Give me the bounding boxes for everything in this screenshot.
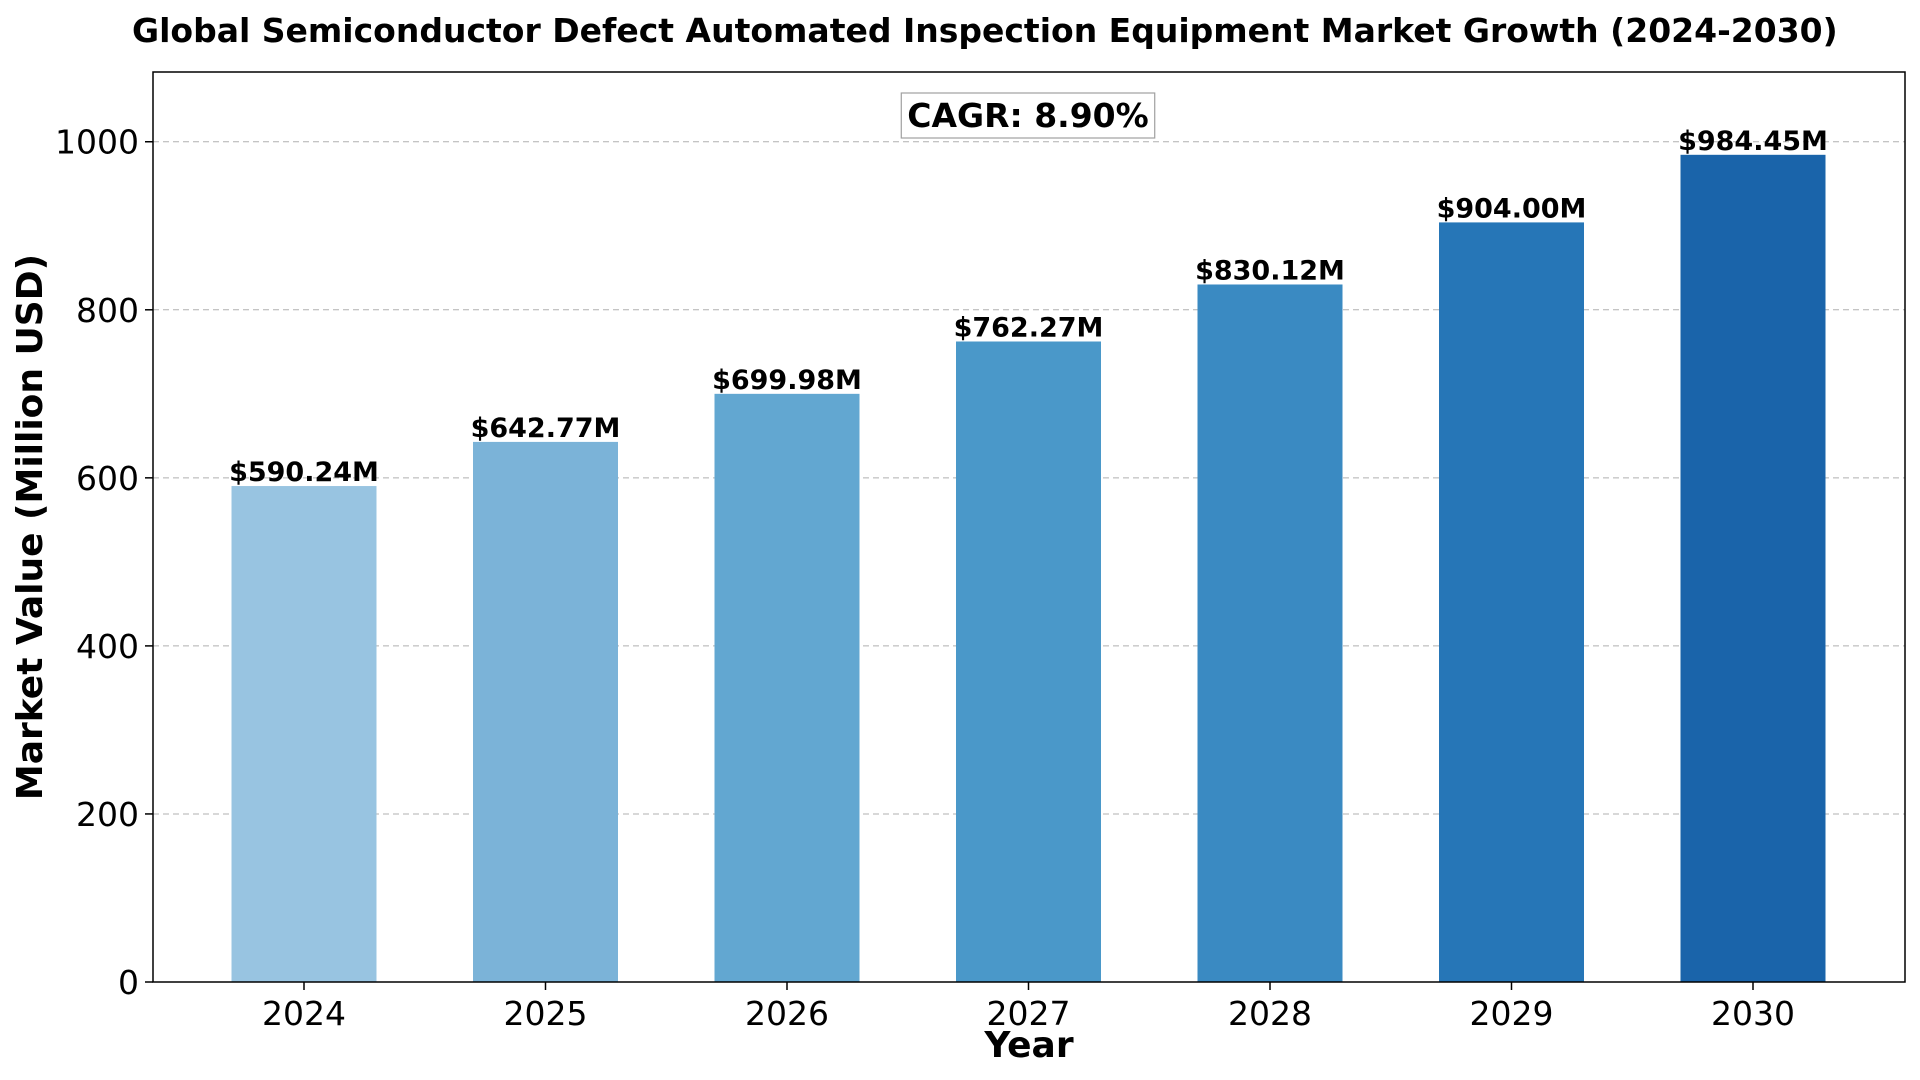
bar-2024: [231, 486, 377, 982]
x-tick-label-2027: 2027: [987, 994, 1071, 1033]
data-label-2027: $762.27M: [954, 312, 1104, 343]
x-axis-label: Year: [983, 1025, 1073, 1066]
data-label-2026: $699.98M: [712, 365, 862, 396]
data-label-layer: $590.24M $642.77M $699.98M $762.27M $830.12M…: [229, 126, 1828, 488]
y-tick-label: 600: [76, 459, 139, 498]
bar-2030: [1680, 154, 1826, 982]
x-tick-label-2029: 2029: [1470, 994, 1554, 1033]
cagr-annotation-box: [900, 92, 1156, 139]
x-tick-label-2025: 2025: [504, 994, 588, 1033]
y-tick-label: 400: [76, 627, 139, 666]
data-label-2025: $642.77M: [471, 413, 621, 444]
y-tick-label: 0: [118, 963, 139, 1002]
cagr-annotation: CAGR: 8.90%: [900, 92, 1156, 139]
bar-layer: [231, 154, 1826, 983]
data-label-2029: $904.00M: [1437, 193, 1587, 224]
x-tick-label-2030: 2030: [1711, 994, 1795, 1033]
bar-2026: [714, 393, 860, 982]
y-tick-label: 200: [76, 795, 139, 834]
y-axis-ticks: 0 200 400 600 800 1000: [55, 123, 153, 1002]
y-axis-label: Market Value (Million USD): [10, 254, 51, 800]
y-tick-label: 1000: [55, 123, 139, 162]
chart-title: Global Semiconductor Defect Automated In…: [132, 11, 1838, 50]
x-tick-label-2026: 2026: [745, 994, 829, 1033]
x-tick-label-2028: 2028: [1228, 994, 1312, 1033]
bar-2028: [1197, 284, 1343, 982]
bar-2029: [1439, 222, 1584, 983]
x-tick-label-2024: 2024: [262, 994, 346, 1033]
y-tick-label: 800: [76, 291, 139, 330]
x-axis-ticks: 2024 2025 2026 2027 2028 2029 2030: [262, 982, 1795, 1033]
data-label-2028: $830.12M: [1195, 255, 1345, 286]
bar-2027: [956, 341, 1101, 983]
bar-2025: [473, 441, 618, 983]
data-label-2030: $984.45M: [1678, 126, 1828, 157]
data-label-2024: $590.24M: [229, 457, 379, 488]
cagr-annotation-text: CAGR: 8.90%: [907, 96, 1148, 135]
